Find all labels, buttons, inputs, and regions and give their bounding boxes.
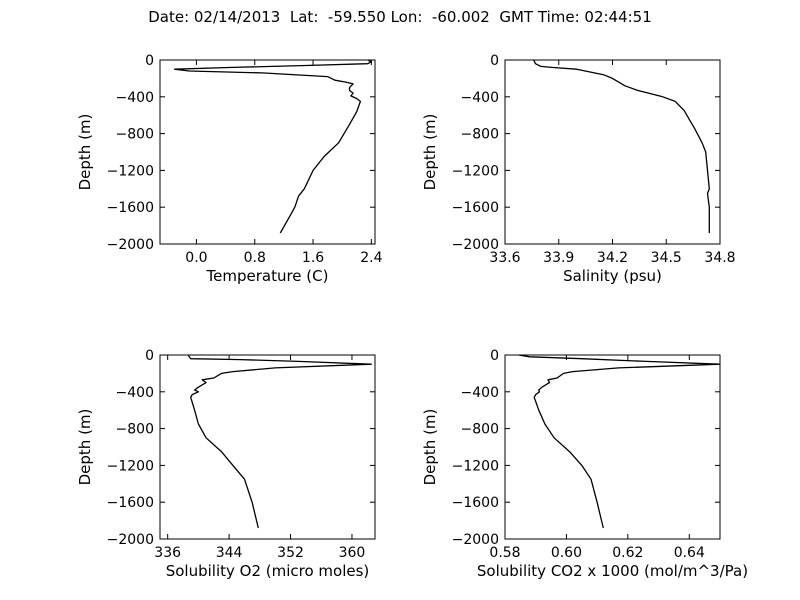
x-tick-label: 0.8 bbox=[244, 250, 266, 266]
x-tick-label: 360 bbox=[339, 545, 366, 561]
y-tick-label: −2000 bbox=[107, 237, 154, 253]
subplot-1: 0.0 0.8 1.6 2.4 0 −400 −800 −1200 −1600 −2000 Temp… bbox=[76, 53, 383, 285]
y-tick-label: −1200 bbox=[107, 163, 154, 179]
x-tick-label: 0.58 bbox=[489, 545, 520, 561]
y-axis-label: Depth (m) bbox=[76, 114, 94, 191]
subplot-4: 0.58 0.60 0.62 0.64 0 −400 −800 −1200 −1600 −2000… bbox=[421, 348, 748, 580]
y-tick-label: −1600 bbox=[107, 200, 154, 216]
x-tick-label: 34.5 bbox=[651, 250, 682, 266]
x-tick-label: 0.60 bbox=[551, 545, 582, 561]
y-tick-label: 0 bbox=[145, 348, 154, 364]
y-axis-label: Depth (m) bbox=[421, 114, 439, 191]
x-tick-label: 0.0 bbox=[185, 250, 207, 266]
axes-frame bbox=[504, 354, 721, 540]
x-axis-label: Temperature (C) bbox=[206, 267, 329, 285]
y-tick-label: −400 bbox=[461, 90, 499, 106]
figure-title: Date: 02/14/2013 Lat: -59.550 Lon: -60.0… bbox=[148, 8, 652, 26]
y-tick-label: −2000 bbox=[107, 532, 154, 548]
x-tick-label: 0.64 bbox=[674, 545, 705, 561]
y-tick-label: 0 bbox=[490, 53, 499, 69]
subplot-2: 33.6 33.9 34.2 34.5 34.8 0 −400 −800 −1200 −1600 −… bbox=[421, 53, 736, 285]
y-tick-label: −1200 bbox=[452, 163, 499, 179]
axes-frame bbox=[159, 354, 376, 540]
subplot-3: 336 344 352 360 0 −400 −800 −1200 −1600 −2000 Solu… bbox=[76, 348, 376, 580]
x-tick-label: 33.9 bbox=[543, 250, 574, 266]
y-axis-label: Depth (m) bbox=[421, 409, 439, 486]
x-tick-label: 352 bbox=[277, 545, 304, 561]
x-tick-label: 34.2 bbox=[597, 250, 628, 266]
series-line-1 bbox=[533, 59, 710, 233]
x-tick-label: 2.4 bbox=[360, 250, 382, 266]
x-tick-label: 344 bbox=[216, 545, 243, 561]
y-tick-label: −1600 bbox=[452, 200, 499, 216]
y-tick-label: −400 bbox=[461, 385, 499, 401]
y-tick-label: −800 bbox=[116, 422, 154, 438]
y-tick-label: −1600 bbox=[452, 495, 499, 511]
x-tick-label: 0.62 bbox=[612, 545, 643, 561]
x-axis-label: Solubility O2 (micro moles) bbox=[166, 562, 370, 580]
y-tick-label: −800 bbox=[116, 127, 154, 143]
y-tick-label: −2000 bbox=[452, 237, 499, 253]
x-tick-label: 33.6 bbox=[489, 250, 520, 266]
y-tick-label: −400 bbox=[116, 90, 154, 106]
y-tick-label: −800 bbox=[461, 422, 499, 438]
series-line-1 bbox=[173, 59, 373, 234]
series-line-1 bbox=[518, 354, 721, 529]
y-axis-label: Depth (m) bbox=[76, 409, 94, 486]
y-tick-label: −400 bbox=[116, 385, 154, 401]
axes-frame bbox=[504, 59, 721, 245]
x-axis-label: Salinity (psu) bbox=[563, 267, 662, 285]
axes-frame bbox=[159, 59, 376, 245]
y-tick-label: 0 bbox=[145, 53, 154, 69]
x-axis-label: Solubility CO2 x 1000 (mol/m^3/Pa) bbox=[477, 562, 748, 580]
y-tick-label: −1600 bbox=[107, 495, 154, 511]
y-tick-label: −2000 bbox=[452, 532, 499, 548]
y-tick-label: −1200 bbox=[107, 458, 154, 474]
x-tick-label: 34.8 bbox=[704, 250, 735, 266]
x-tick-label: 1.6 bbox=[302, 250, 324, 266]
series-line-1 bbox=[187, 355, 372, 529]
x-tick-label: 336 bbox=[154, 545, 181, 561]
y-tick-label: 0 bbox=[490, 348, 499, 364]
y-tick-label: −800 bbox=[461, 127, 499, 143]
y-tick-label: −1200 bbox=[452, 458, 499, 474]
